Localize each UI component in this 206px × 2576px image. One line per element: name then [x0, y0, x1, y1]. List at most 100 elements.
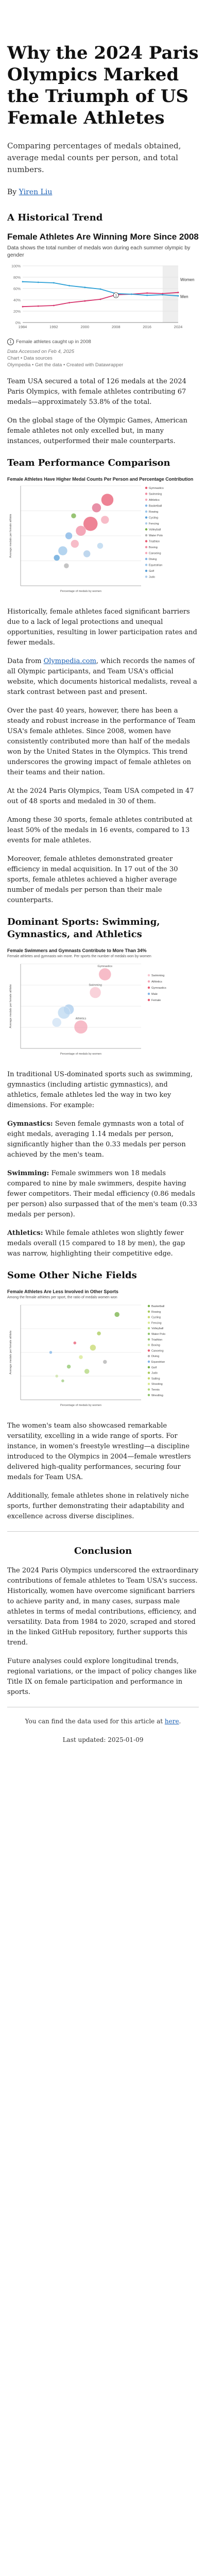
paragraph: Data from Olympedia.com, which records t…	[7, 656, 199, 698]
scatter-chart-container-1: Female Athletes Have Higher Medal Counts…	[7, 477, 199, 599]
data-point	[57, 1006, 71, 1019]
chart-meta-accessed: Data Accessed on Feb 4, 2025	[7, 349, 75, 354]
chart-meta-sources: Chart • Data sources	[7, 355, 53, 361]
paragraph: The 2024 Paris Olympics underscored the …	[7, 1567, 199, 1647]
article-page: Why the 2024 Paris Olympics Marked the T…	[0, 42, 206, 1743]
data-point	[84, 1368, 90, 1375]
data-point	[73, 1341, 77, 1345]
legend-swatch	[147, 1394, 150, 1396]
footer-note: You can find the data used for this arti…	[7, 1718, 199, 1725]
scatter-chart-container-2: Female Swimmers and Gymnasts Contribute …	[7, 948, 199, 1061]
x-axis-label: Percentage of medals by women	[60, 590, 101, 593]
data-point	[68, 302, 70, 303]
y-axis-label: Average medals per female athlete	[9, 984, 12, 1028]
legend-label: Golf	[151, 1366, 157, 1369]
data-point	[49, 1350, 53, 1354]
paragraph: At the 2024 Paris Olympics, Team USA com…	[7, 787, 194, 805]
x-tick-label: 1992	[49, 325, 58, 329]
legend-label: Sailing	[151, 1377, 160, 1380]
legend-swatch	[147, 1321, 150, 1324]
legend-label: Volleyball	[149, 529, 161, 532]
data-point	[63, 563, 70, 569]
legend-swatch	[145, 552, 148, 554]
data-label: Athletics	[76, 1017, 87, 1020]
data-point	[53, 554, 60, 561]
footer-suffix: .	[179, 1718, 181, 1725]
author-link[interactable]: Yiren Liu	[19, 188, 53, 196]
data-point	[99, 288, 101, 290]
legend-label: Diving	[149, 558, 157, 561]
scatter-chart-2: Gymnastics Swimming Athletics Percentage of…	[9, 963, 166, 1056]
x-axis-label: Percentage of medals by women	[60, 1404, 101, 1407]
data-point	[74, 1020, 88, 1034]
legend-label: Athletics	[151, 980, 162, 984]
section-heading-team-performance: Team Performance Comparison	[7, 457, 170, 468]
paragraph: Over the past 40 years, however, there h…	[7, 707, 196, 776]
legend-label: Tennis	[151, 1388, 160, 1392]
section-heading-dominant: Dominant Sports: Swimming, Gymnastics, a…	[7, 917, 160, 940]
paragraph-label: Swimming:	[7, 1170, 49, 1177]
legend-swatch	[147, 980, 150, 983]
olympedia-link[interactable]: Olympedia.com	[43, 657, 96, 665]
line-chart: 100% 80% 60% 40% 20% 0%1984 1992 2000 2008 2016 20…	[11, 265, 194, 329]
data-point	[177, 292, 179, 294]
x-tick-label: 2024	[174, 325, 183, 329]
chart-meta: Data Accessed on Feb 4, 2025 Chart • Dat…	[7, 348, 199, 368]
legend-swatch	[145, 522, 148, 525]
legend-swatch	[147, 1377, 150, 1380]
legend-label: Gymnastics	[149, 487, 164, 490]
series-label-men: Men	[180, 294, 188, 299]
legend-label: Swimming	[149, 493, 162, 496]
legend-swatch	[147, 1310, 150, 1313]
legend-label: Rowing	[149, 511, 158, 514]
data-point	[22, 281, 24, 283]
legend-label: Triathlon	[151, 1338, 162, 1342]
legend-swatch	[147, 986, 150, 989]
data-point	[162, 294, 164, 296]
x-tick-label: 1984	[19, 325, 27, 329]
legend-swatch	[145, 516, 148, 519]
data-point	[55, 1374, 59, 1378]
data-point	[53, 282, 55, 284]
legend-label: Volleyball	[151, 1327, 163, 1330]
paragraph-text: Seven female gymnasts won a total of eig…	[7, 1120, 186, 1159]
data-point	[102, 1360, 108, 1364]
legend-swatch	[145, 569, 148, 572]
paragraph: Gymnastics: Seven female gymnasts won a …	[7, 1119, 199, 1160]
legend-label: Swimming	[151, 974, 164, 977]
data-point	[131, 293, 132, 295]
legend-swatch	[145, 540, 148, 543]
legend-label: Golf	[149, 570, 154, 573]
legend-swatch	[145, 575, 148, 578]
legend-label: Basketball	[149, 505, 162, 508]
legend-swatch	[145, 546, 148, 549]
y-tick-label: 80%	[13, 276, 21, 280]
chart-title: Female Athletes Are Less Involved in Oth…	[7, 1289, 118, 1294]
chart-title: Female Athletes Have Higher Medal Counts…	[7, 477, 194, 482]
data-point	[71, 513, 77, 519]
legend-label: Basketball	[151, 1305, 164, 1308]
scatter-chart-3: Percentage of medals by women Average med…	[9, 1304, 165, 1407]
legend-label: Female	[151, 999, 161, 1002]
data-point	[97, 543, 104, 549]
y-tick-label: 60%	[13, 287, 21, 291]
legend-label: Rowing	[151, 1311, 161, 1314]
legend-swatch	[147, 974, 150, 977]
paragraph: Swimming: Female swimmers won 18 medals …	[7, 1168, 199, 1220]
x-tick-label: 2000	[80, 325, 89, 329]
highlight-band	[162, 266, 178, 323]
paragraph-text: While female athletes won slightly fewer…	[7, 1229, 185, 1258]
data-point	[98, 968, 112, 981]
legend-swatch	[147, 1304, 150, 1308]
legend-label: Gymnastics	[151, 987, 166, 990]
legend-label: Athletics	[149, 499, 160, 502]
data-point	[114, 1312, 120, 1317]
data-point	[101, 493, 114, 506]
data-point	[65, 532, 73, 540]
legend-label: Cycling	[151, 1316, 161, 1319]
legend-label: Diving	[151, 1355, 159, 1358]
data-link[interactable]: here	[164, 1718, 179, 1725]
paragraph-suffix: , which records the names of all Olympic…	[7, 657, 197, 696]
data-point	[83, 550, 91, 558]
y-tick-label: 20%	[13, 310, 21, 314]
